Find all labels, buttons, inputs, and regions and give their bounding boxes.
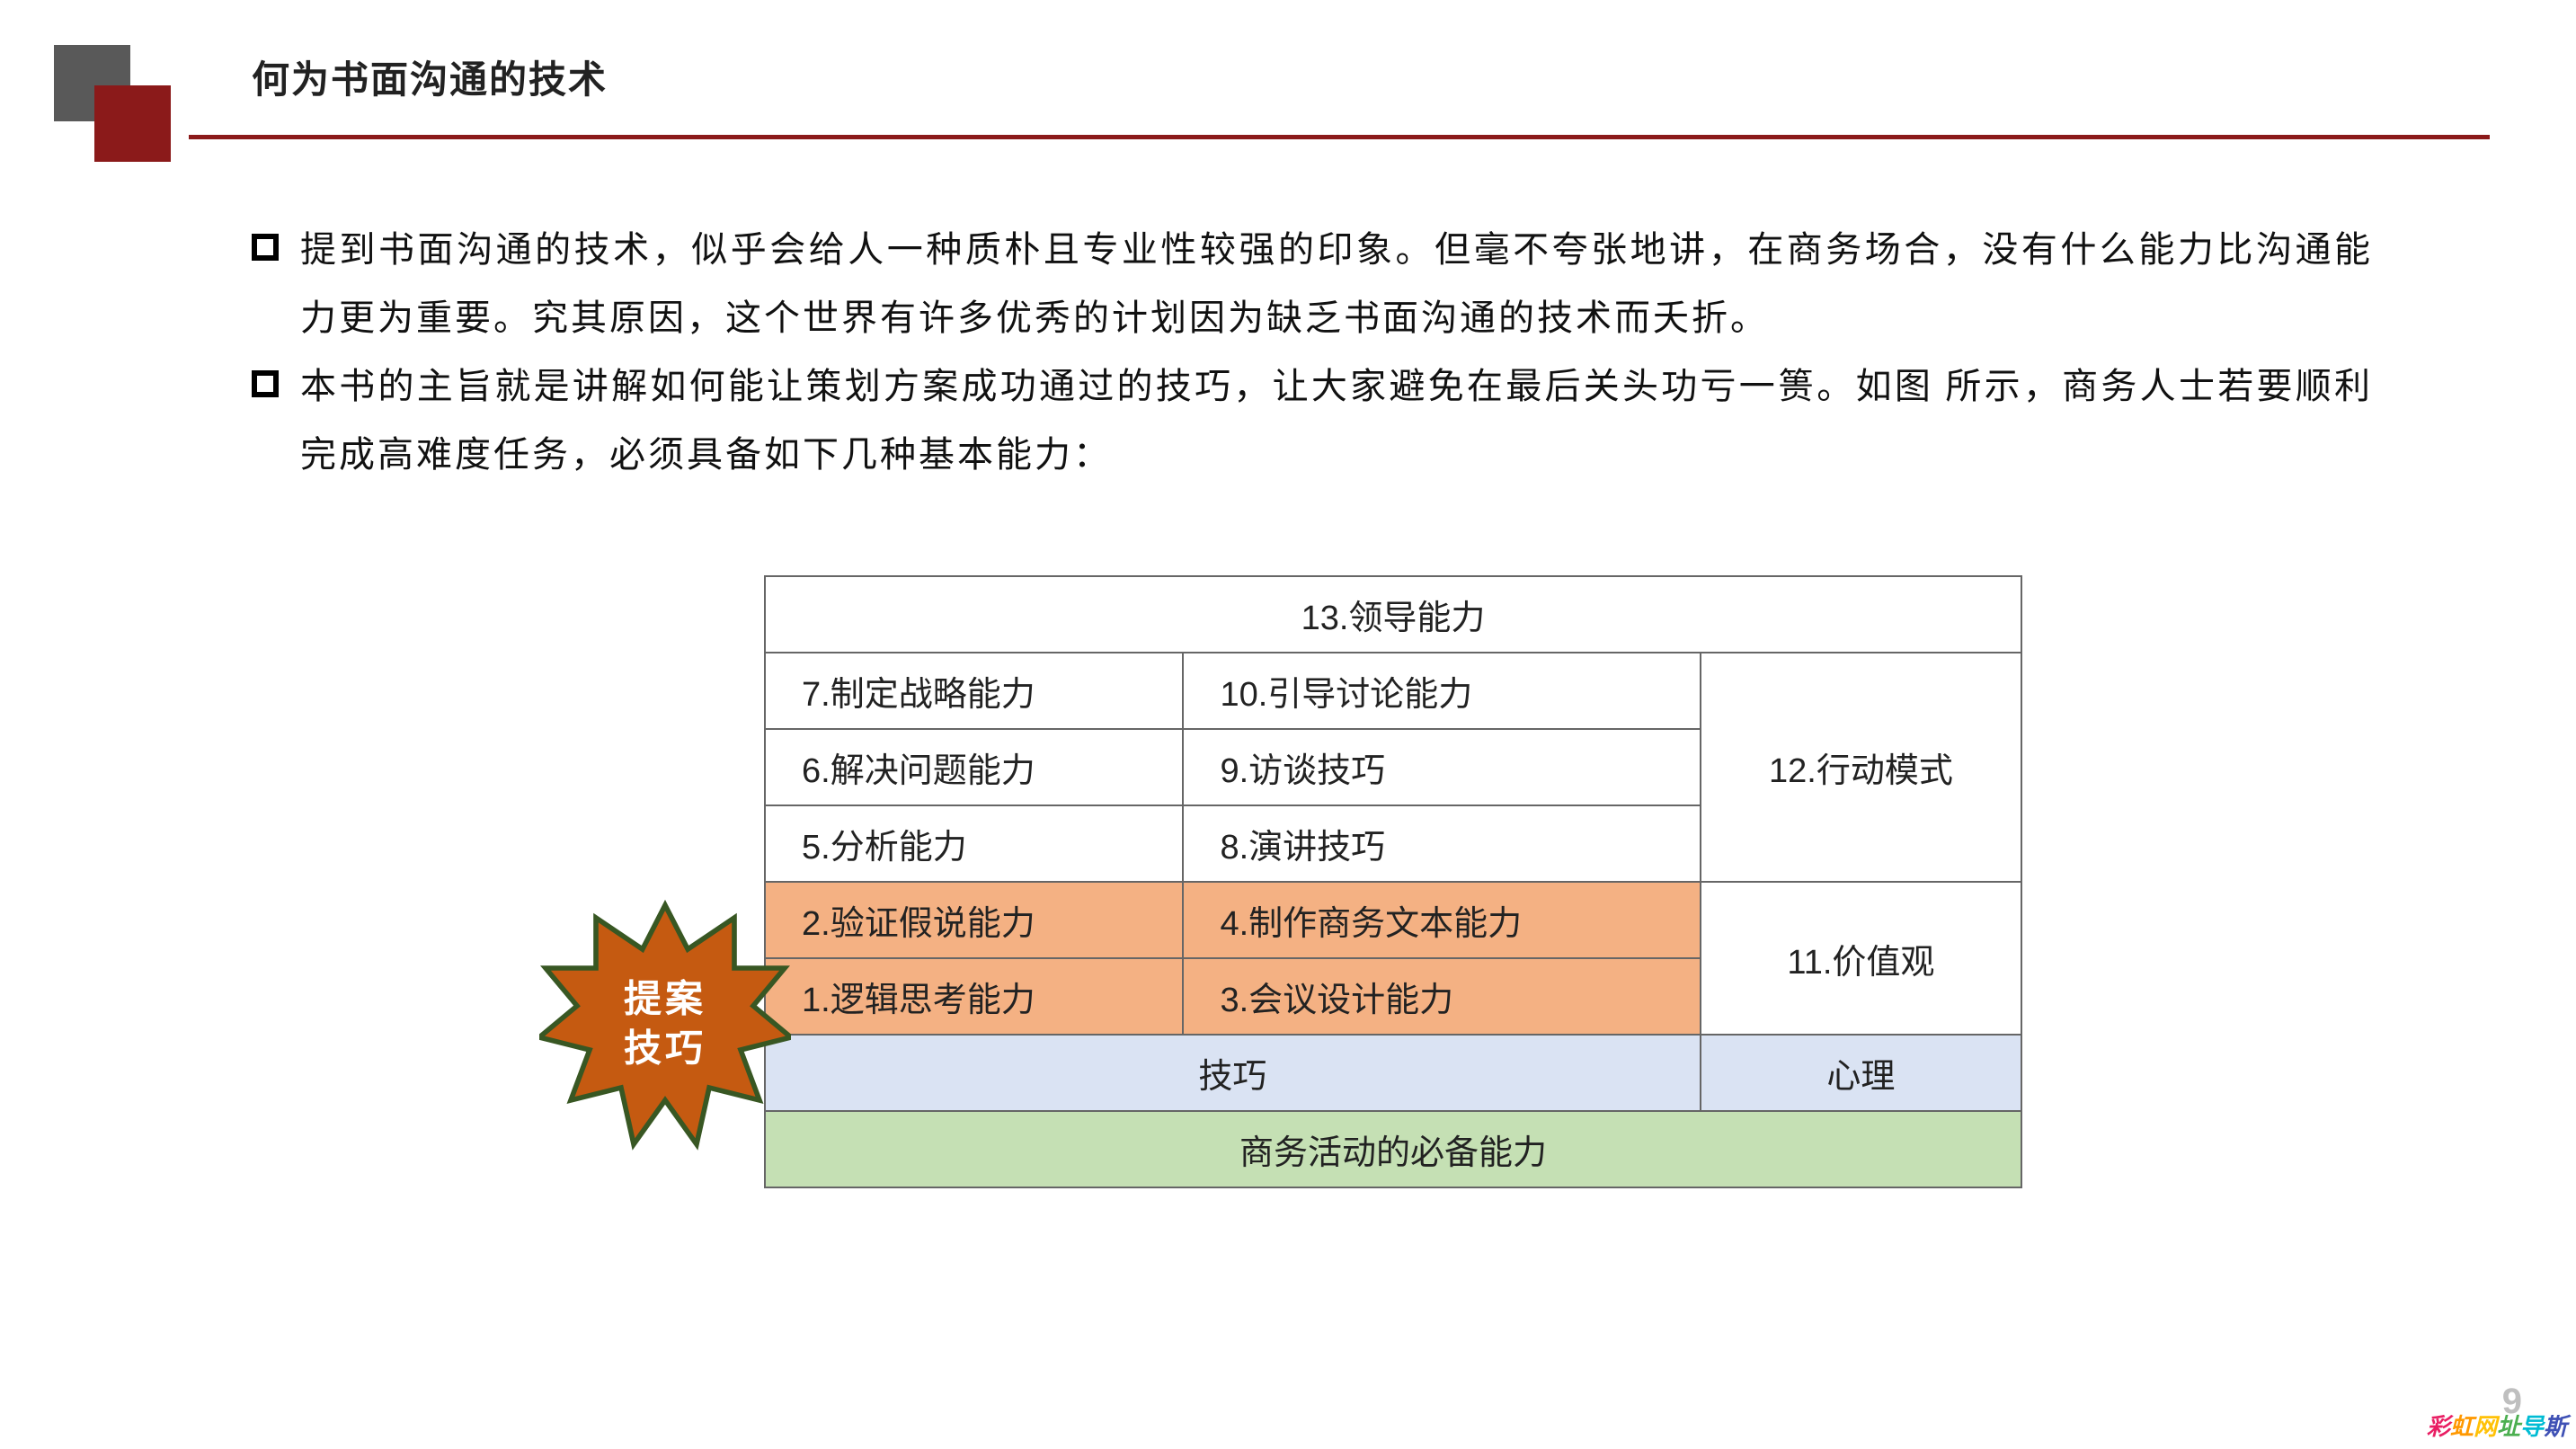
watermark: 彩虹网址导斯: [2427, 1409, 2567, 1442]
wm-char: 彩: [2427, 1413, 2450, 1440]
slide-title: 何为书面沟通的技术: [252, 49, 608, 104]
cell-action-mode: 12.行动模式: [1701, 653, 2021, 882]
starburst-badge: 提案 技巧: [539, 899, 791, 1151]
cell-values: 11.价值观: [1701, 882, 2021, 1035]
square-bullet-icon: [252, 234, 279, 261]
cell: 10.引导讨论能力: [1183, 653, 1700, 729]
square-bullet-icon: [252, 370, 279, 397]
cell: 6.解决问题能力: [765, 729, 1183, 805]
ability-table: 13.领导能力 7.制定战略能力 10.引导讨论能力 12.行动模式 6.解决问…: [764, 575, 2022, 1188]
wm-char: 址: [2497, 1413, 2520, 1440]
square-red: [94, 85, 171, 162]
wm-char: 虹: [2450, 1413, 2474, 1440]
cell-highlight: 2.验证假说能力: [765, 882, 1183, 958]
bullet-text: 提到书面沟通的技术，似乎会给人一种质朴且专业性较强的印象。但毫不夸张地讲，在商务…: [300, 216, 2373, 352]
cell-highlight: 3.会议设计能力: [1183, 958, 1700, 1035]
cell: 7.制定战略能力: [765, 653, 1183, 729]
ability-diagram: 13.领导能力 7.制定战略能力 10.引导讨论能力 12.行动模式 6.解决问…: [764, 575, 2022, 1188]
title-underline: [189, 135, 2490, 139]
cell-highlight: 1.逻辑思考能力: [765, 958, 1183, 1035]
cell-skill: 技巧: [765, 1035, 1701, 1111]
starburst-line2: 技巧: [624, 1028, 706, 1070]
body-text: 提到书面沟通的技术，似乎会给人一种质朴且专业性较强的印象。但毫不夸张地讲，在商务…: [252, 216, 2373, 489]
cell: 8.演讲技巧: [1183, 805, 1700, 882]
wm-char: 斯: [2544, 1413, 2567, 1440]
wm-char: 导: [2520, 1413, 2544, 1440]
cell-highlight: 4.制作商务文本能力: [1183, 882, 1700, 958]
cell-leadership: 13.领导能力: [765, 576, 2021, 653]
starburst-line1: 提案: [624, 979, 706, 1020]
cell: 5.分析能力: [765, 805, 1183, 882]
cell: 9.访谈技巧: [1183, 729, 1700, 805]
cell-foundation: 商务活动的必备能力: [765, 1111, 2021, 1187]
starburst-label: 提案 技巧: [624, 975, 706, 1073]
cell-psychology: 心理: [1701, 1035, 2021, 1111]
wm-char: 网: [2474, 1413, 2497, 1440]
bullet-text: 本书的主旨就是讲解如何能让策划方案成功通过的技巧，让大家避免在最后关头功亏一篑。…: [300, 352, 2373, 489]
bullet-item: 本书的主旨就是讲解如何能让策划方案成功通过的技巧，让大家避免在最后关头功亏一篑。…: [252, 352, 2373, 489]
bullet-item: 提到书面沟通的技术，似乎会给人一种质朴且专业性较强的印象。但毫不夸张地讲，在商务…: [252, 216, 2373, 352]
